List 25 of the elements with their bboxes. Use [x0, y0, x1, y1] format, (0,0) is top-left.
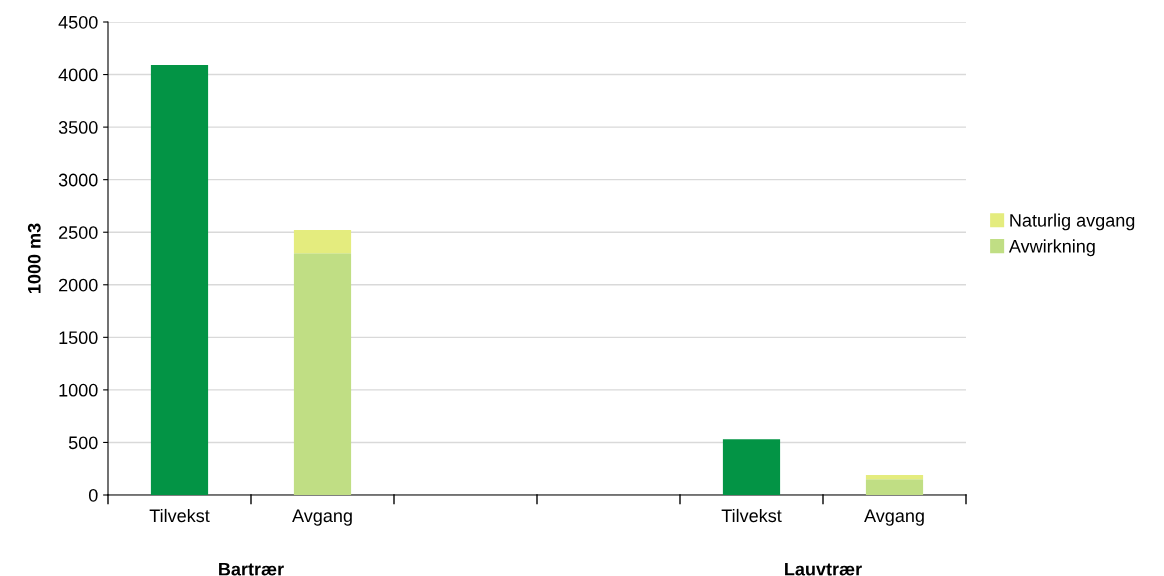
bar — [865, 475, 924, 480]
y-tick-label: 3000 — [58, 173, 98, 187]
text: Lauvtrær — [785, 562, 862, 576]
y-tick-label: 2000 — [59, 278, 98, 292]
y-tick-label: 1000 — [59, 383, 98, 397]
bar — [722, 439, 781, 495]
y-tick-label: 2500 — [59, 226, 98, 239]
y-tick-label: 0 — [88, 488, 98, 502]
y-tick-label: 3500 — [58, 121, 98, 134]
x-tick-label: Tilvekst — [721, 508, 782, 523]
y-tick-label: 4000 — [58, 68, 98, 82]
bar — [150, 65, 209, 495]
text: Bartrær — [219, 562, 284, 576]
y-tick-label: 1500 — [59, 331, 98, 345]
x-tick-label: Tilvekst — [149, 508, 210, 523]
bar — [865, 479, 924, 495]
x-tick-label: Avgang — [864, 509, 924, 526]
legend-label: Avwirkning — [1008, 239, 1095, 257]
legend-label: Naturlig avgang — [1010, 213, 1135, 231]
y-tick-label: 4500 — [58, 15, 98, 29]
bar — [293, 253, 352, 495]
bar — [293, 230, 352, 254]
y-axis-title: 1000 m3 — [27, 223, 41, 293]
x-tick-label: Avgang — [292, 509, 352, 526]
y-tick-label: 500 — [68, 436, 98, 450]
